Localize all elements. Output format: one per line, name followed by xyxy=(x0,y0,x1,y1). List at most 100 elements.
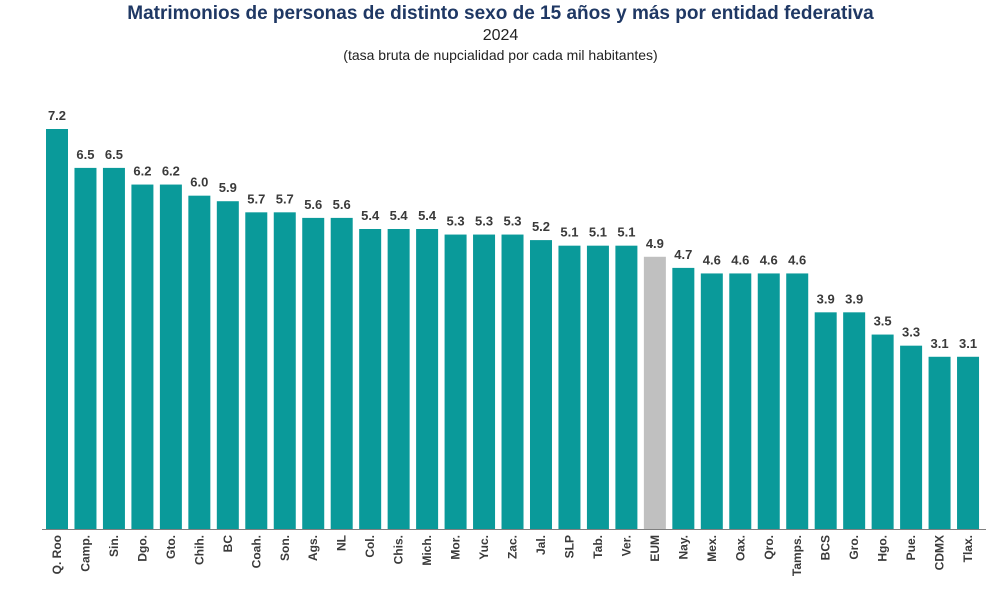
data-label: 3.9 xyxy=(845,291,863,306)
bar-gro xyxy=(843,312,866,529)
data-label: 7.2 xyxy=(48,108,66,123)
data-label: 4.6 xyxy=(731,252,749,267)
x-tick-label: Tab. xyxy=(591,535,605,559)
bar-chih xyxy=(188,195,211,530)
bar-mich xyxy=(416,229,439,529)
bar-nl xyxy=(330,217,353,529)
x-tick-label: Chis. xyxy=(392,535,406,564)
x-tick-label: Chih. xyxy=(192,535,206,565)
x-tick-label: SLP xyxy=(562,535,576,558)
data-label: 5.3 xyxy=(475,214,493,229)
data-label: 4.6 xyxy=(760,252,778,267)
bar-cdmx xyxy=(928,356,951,529)
x-tick-label: Yuc. xyxy=(477,535,491,560)
x-tick-label: EUM xyxy=(648,535,662,562)
x-tick-label: CDMX xyxy=(933,535,947,570)
data-label: 6.2 xyxy=(162,164,180,179)
data-label: 5.1 xyxy=(617,225,635,240)
bar-eum xyxy=(643,256,666,529)
bar-nay xyxy=(672,267,695,529)
bar-yuc xyxy=(473,234,496,529)
bar-mor xyxy=(444,234,467,529)
data-label: 3.5 xyxy=(874,314,892,329)
data-label: 5.7 xyxy=(276,191,294,206)
data-label: 5.9 xyxy=(219,180,237,195)
x-tick-label: Tlax. xyxy=(961,535,975,562)
x-tick-label: Mex. xyxy=(705,535,719,562)
data-label: 5.4 xyxy=(361,208,380,223)
x-tick-label: Tamps. xyxy=(790,535,804,576)
title-block: Matrimonios de personas de distinto sexo… xyxy=(0,2,1001,64)
data-label: 3.9 xyxy=(817,291,835,306)
bar-slp xyxy=(558,245,581,530)
bar-ags xyxy=(302,217,325,529)
x-tick-label: Coah. xyxy=(249,535,263,568)
x-tick-label: NL xyxy=(335,535,349,551)
x-tick-label: Pue. xyxy=(904,535,918,560)
x-tick-label: Dgo. xyxy=(135,535,149,562)
x-tick-label: Son. xyxy=(278,535,292,561)
x-tick-label: Ver. xyxy=(619,535,633,556)
bar-ver xyxy=(615,245,638,530)
x-tick-label: Sin. xyxy=(107,535,121,557)
x-tick-label: Q. Roo xyxy=(50,535,64,574)
x-tick-label: Col. xyxy=(363,535,377,558)
data-label: 5.4 xyxy=(390,208,409,223)
bar-son xyxy=(273,212,296,529)
data-label: 4.7 xyxy=(674,247,692,262)
x-tick-label: Qro. xyxy=(762,535,776,560)
bar-bcs xyxy=(814,312,837,529)
bar-jal xyxy=(529,240,552,530)
data-label: 3.1 xyxy=(931,336,949,351)
chart-subtitle: (tasa bruta de nupcialidad por cada mil … xyxy=(343,47,658,63)
bar-zac xyxy=(501,234,524,529)
bar-q-roo xyxy=(46,129,68,529)
bar-chis xyxy=(387,229,410,529)
data-label: 6.0 xyxy=(190,175,208,190)
data-label: 5.3 xyxy=(503,214,521,229)
chart-year: 2024 xyxy=(482,27,519,44)
x-tick-label: BCS xyxy=(819,535,833,560)
data-label: 6.5 xyxy=(76,147,94,162)
bar-hgo xyxy=(871,334,894,529)
x-tick-label: BC xyxy=(221,535,235,553)
data-label: 5.7 xyxy=(247,191,265,206)
x-tick-label: Hgo. xyxy=(876,535,890,562)
data-label: 5.1 xyxy=(589,225,607,240)
bar-gto xyxy=(159,184,182,529)
data-label: 5.1 xyxy=(560,225,578,240)
data-label: 6.5 xyxy=(105,147,123,162)
data-label: 5.4 xyxy=(418,208,437,223)
x-tick-label: Nay. xyxy=(676,535,690,559)
bar-pue xyxy=(900,345,923,529)
bar-oax xyxy=(729,273,752,529)
data-label: 5.3 xyxy=(447,214,465,229)
x-tick-label: Oax. xyxy=(733,535,747,561)
bar-coah xyxy=(245,212,268,529)
bar-bc xyxy=(216,201,239,529)
data-label: 4.6 xyxy=(788,252,806,267)
x-tick-label: Mor. xyxy=(449,535,463,560)
bar-col xyxy=(359,229,382,529)
bar-dgo xyxy=(131,184,154,529)
bar-mex xyxy=(700,273,723,529)
data-label: 4.9 xyxy=(646,236,664,251)
data-label: 4.6 xyxy=(703,252,721,267)
data-label: 5.6 xyxy=(304,197,322,212)
bar-tab xyxy=(586,245,609,530)
x-tick-label: Jal. xyxy=(534,535,548,555)
data-label: 3.3 xyxy=(902,325,920,340)
data-label: 5.2 xyxy=(532,219,550,234)
data-label: 3.1 xyxy=(959,336,977,351)
bar-camp xyxy=(74,167,97,529)
x-tick-label: Camp. xyxy=(78,535,92,572)
chart-title: Matrimonios de personas de distinto sexo… xyxy=(127,3,874,24)
x-tick-label: Gto. xyxy=(164,535,178,559)
bar-tamps xyxy=(786,273,809,529)
bar-sin xyxy=(102,167,125,529)
data-label: 5.6 xyxy=(333,197,351,212)
x-tick-label: Ags. xyxy=(306,535,320,561)
x-tick-label: Gro. xyxy=(847,535,861,560)
